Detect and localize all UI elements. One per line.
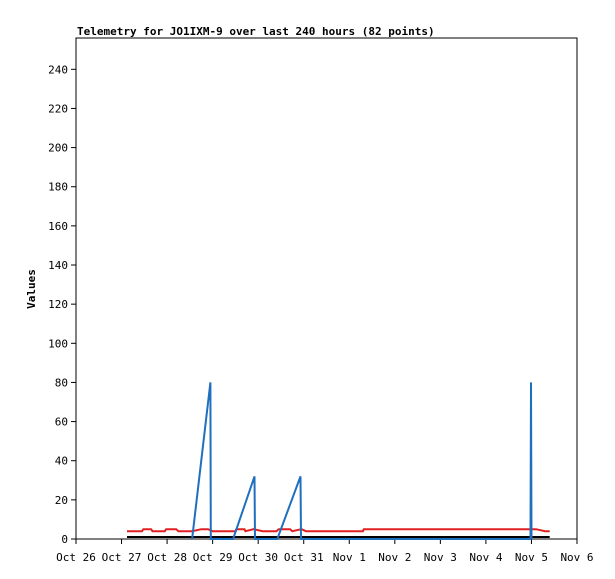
chart-title: Telemetry for JO1IXM-9 over last 240 hou…: [77, 25, 435, 38]
x-tick-label: Oct 29: [193, 551, 233, 564]
y-axis: 0 20 40 60 80 100 120 140 160 180 200 220 240: [48, 63, 76, 546]
y-tick-label: 140: [48, 259, 68, 272]
x-tick-label: Oct 28: [147, 551, 187, 564]
y-tick-label: 20: [55, 494, 68, 507]
y-tick-label: 200: [48, 142, 68, 155]
x-tick-label: Nov 2: [378, 551, 411, 564]
y-tick-label: 0: [61, 533, 68, 546]
x-tick-label: Oct 26: [56, 551, 96, 564]
y-tick-label: 100: [48, 337, 68, 350]
series-line-0: [127, 528, 550, 533]
x-tick-label: Oct 31: [284, 551, 324, 564]
y-tick-label: 240: [48, 63, 68, 76]
y-tick-label: 80: [55, 376, 68, 389]
x-tick-label: Nov 5: [515, 551, 548, 564]
y-tick-label: 40: [55, 455, 68, 468]
x-tick-label: Nov 3: [424, 551, 457, 564]
y-axis-label: Values: [25, 269, 38, 309]
y-tick-label: 160: [48, 220, 68, 233]
x-tick-label: Nov 6: [560, 551, 593, 564]
y-tick-label: 60: [55, 416, 68, 429]
series-group: [127, 382, 550, 540]
plot-area: [75, 37, 578, 540]
x-tick-label: Oct 27: [102, 551, 142, 564]
x-tick-label: Nov 4: [469, 551, 502, 564]
y-tick-label: 220: [48, 102, 68, 115]
x-axis: Oct 26 Oct 27 Oct 28 Oct 29 Oct 30 Oct 31 Nov …: [56, 539, 594, 564]
x-tick-label: Oct 30: [238, 551, 278, 564]
x-tick-label: Nov 1: [333, 551, 366, 564]
y-tick-label: 120: [48, 298, 68, 311]
series-line-2: [191, 382, 533, 540]
y-tick-label: 180: [48, 181, 68, 194]
